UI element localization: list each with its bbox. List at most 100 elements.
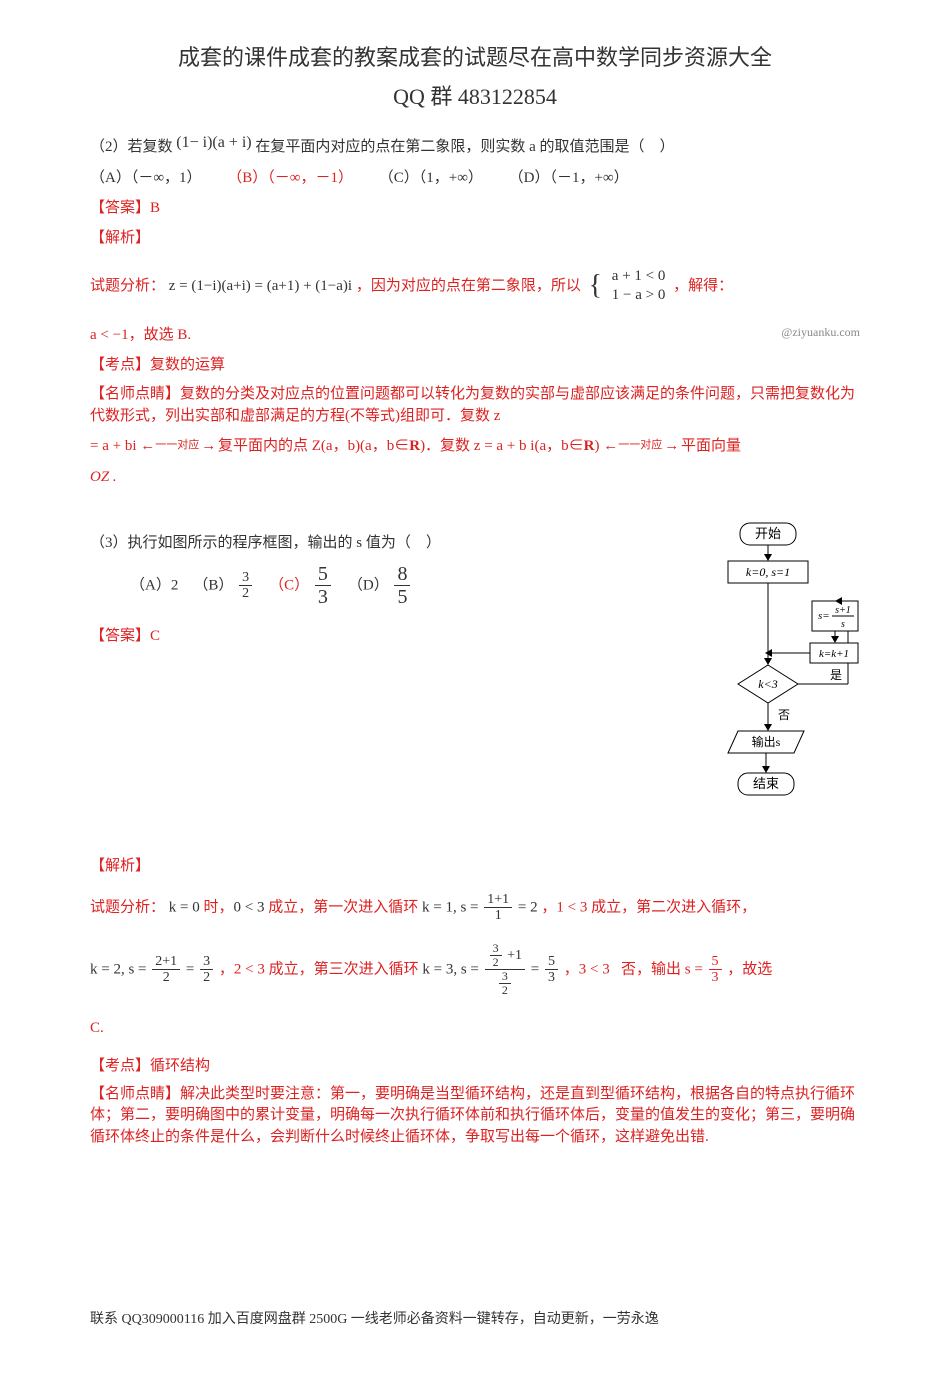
q3-p2c-plus: +1	[507, 948, 522, 963]
q2-expr: (1− i)(a + i)	[176, 134, 251, 151]
q3-dianping-label: 【名师点睛】	[90, 1086, 180, 1102]
q3-p2a-frac: 2+1 2	[152, 954, 180, 986]
q2-opt-d: （D）（－1，+∞）	[509, 170, 629, 186]
q3-p2c-lhs: k = 3, s =	[422, 961, 479, 977]
q3-optc-num: 5	[315, 563, 331, 586]
q3-p2a-eqfrac: 3 2	[200, 954, 213, 986]
q3-p1c: ，1 < 3 成立，第二次进入循环，	[541, 899, 756, 915]
q2-options: （A）（－∞，1） （B）（－∞，－1） （C）（1，+∞） （D）（－1，+∞…	[90, 166, 860, 190]
flowchart: 开始 k=0, s=1 k<3 是 s= s+1 s k=k+	[680, 521, 860, 818]
q2-dianping-text: 复数的分类及对应点的位置问题都可以转化为复数的实部与虚部应该满足的条件问题，只需…	[90, 386, 855, 425]
q2-R1: R	[409, 438, 420, 454]
q2-dianping: 【名师点睛】复数的分类及对应点的位置问题都可以转化为复数的实部与虚部应该满足的条…	[90, 383, 860, 428]
q2-l2-mid2: )．复数 z = a + b i(a，b∈	[420, 438, 584, 454]
q3-p1b-eq: = 2	[518, 899, 538, 915]
q3-optd-den: 5	[394, 586, 410, 608]
q2-kaodian-row: 【考点】复数的运算	[90, 353, 860, 377]
q3-p2c-nt-n: 3	[490, 942, 502, 956]
q3-block: 开始 k=0, s=1 k<3 是 s= s+1 s k=k+	[90, 531, 860, 818]
q3-p2c-bigfrac: 32 +1 32	[485, 942, 525, 998]
q3-jiexi-label: 【解析】	[90, 854, 860, 878]
q3-p2d: ，3 < 3	[564, 961, 610, 977]
q2-brace-top: a + 1 < 0	[612, 267, 666, 287]
q2-analysis: 试题分析： z = (1−i)(a+i) = (a+1) + (1−a)i ，因…	[90, 264, 860, 309]
q3-optb-den: 2	[239, 586, 252, 601]
q3-an-p1b-frac: 1+1 1	[484, 892, 512, 924]
svg-text:k<3: k<3	[758, 677, 777, 691]
q2-arrow2: 一一对应	[616, 436, 664, 455]
q3-p2f-lhs: s =	[685, 961, 703, 977]
q3-opt-d-label: （D）	[348, 578, 389, 594]
flowchart-svg: 开始 k=0, s=1 k<3 是 s= s+1 s k=k+	[680, 521, 860, 811]
q2-l2-pre: = a + b	[90, 438, 132, 454]
q2-kaodian: 复数的运算	[150, 357, 225, 373]
svg-text:开始: 开始	[755, 526, 781, 541]
q2-stem: （2）若复数 (1− i)(a + i) 在复平面内对应的点在第二象限，则实数 …	[90, 134, 860, 160]
q3-p1b-num: 1+1	[484, 892, 512, 908]
q3-p2c-eqd: 3	[545, 970, 558, 985]
q2-l2-mid3: )	[594, 438, 599, 454]
q3-opt-c-label: （C）	[269, 578, 309, 594]
q3-p2b: ，2 < 3 成立，第三次进入循环	[219, 961, 419, 977]
q3-answer: C	[150, 628, 160, 644]
q3-kaodian-row: 【考点】循环结构	[90, 1054, 860, 1078]
q2-dianping-label: 【名师点睛】	[90, 386, 180, 402]
q2-opt-c: （C）（1，+∞）	[379, 170, 483, 186]
q2-conclusion-row: a < −1，故选 B. @ziyuanku.com	[90, 323, 860, 347]
q2-kaodian-label: 【考点】	[90, 357, 150, 373]
q2-oz: OZ .	[90, 469, 117, 485]
q3-p2c-eqn: 5	[545, 954, 558, 970]
q3-an-pre: 试题分析：	[90, 899, 165, 915]
q2-brace-bot: 1 − a > 0	[612, 286, 666, 306]
header-line1: 成套的课件成套的教案成套的试题尽在高中数学同步资源大全	[90, 40, 860, 75]
q3-p2c-eqfrac: 5 3	[545, 954, 558, 986]
page-footer: 联系 QQ309000116 加入百度网盘群 2500G 一线老师必备资料一键转…	[90, 1309, 860, 1331]
q3-optc-den: 3	[315, 586, 331, 608]
q3-p2a-lhs: k = 2, s =	[90, 961, 147, 977]
q3-dianping-text: 解决此类型时要注意：第一，要明确是当型循环结构，还是直到型循环结构，根据各自的特…	[90, 1086, 855, 1146]
q2-opt-b: （B）（－∞，－1）	[227, 170, 353, 186]
svg-text:s+1: s+1	[835, 605, 851, 616]
q2-answer-row: 【答案】B	[90, 196, 860, 220]
q2-R2: R	[584, 438, 595, 454]
q3-p2g: ，故选	[727, 961, 772, 977]
q3-opt-c-frac: 5 3	[315, 563, 331, 608]
q3-p2f-d: 3	[709, 970, 722, 985]
q2-l2-mid1: 复平面内的点 Z(a，b)(a，b∈	[218, 438, 409, 454]
q3-dianping: 【名师点睛】解决此类型时要注意：第一，要明确是当型循环结构，还是直到型循环结构，…	[90, 1084, 860, 1149]
q2-dianping-line2: = a + bi ←一一对应→ 复平面内的点 Z(a，b)(a，b∈R)．复数 …	[90, 434, 860, 460]
svg-text:否: 否	[778, 708, 790, 722]
svg-text:输出s: 输出s	[752, 734, 781, 749]
q3-opt-b-frac: 3 2	[239, 570, 252, 602]
q3-p2c-dn-d: 2	[499, 984, 511, 997]
q3-p2f-frac: 5 3	[709, 954, 722, 986]
svg-text:是: 是	[830, 668, 842, 682]
q3-p1b-den: 1	[484, 908, 512, 923]
q2-analysis-eq: z = (1−i)(a+i) = (a+1) + (1−a)i	[169, 278, 352, 294]
q3-p2a-eqn: 3	[200, 954, 213, 970]
q3-p2f-n: 5	[709, 954, 722, 970]
q2-conclusion: a < −1，故选 B.	[90, 327, 191, 343]
q3-optd-num: 8	[394, 563, 410, 586]
svg-text:结束: 结束	[753, 776, 779, 791]
q2-opt-a: （A）（－∞，1）	[90, 170, 202, 186]
q3-opt-d-frac: 8 5	[394, 563, 410, 608]
q3-analysis-2: k = 2, s = 2+1 2 = 3 2 ，2 < 3 成立，第三次进入循环…	[90, 942, 860, 998]
q2-answer-label: 【答案】	[90, 200, 150, 216]
q3-an-p1b-lhs: k = 1, s =	[422, 899, 479, 915]
q2-stem-post: 在复平面内对应的点在第二象限，则实数 a 的取值范围是（ ）	[255, 139, 674, 155]
q3-kaodian: 循环结构	[150, 1058, 210, 1074]
q2-l2-end: 平面向量	[681, 438, 741, 454]
q3-kaodian-label: 【考点】	[90, 1058, 150, 1074]
q2-watermark: @ziyuanku.com	[781, 323, 860, 342]
q2-stem-pre: （2）若复数	[90, 139, 173, 155]
q3-opt-a: （A）2	[130, 578, 178, 594]
q3-optb-num: 3	[239, 570, 252, 586]
q3-p2a-den: 2	[152, 970, 180, 985]
q2-analysis-mid: ，因为对应的点在第二象限，所以	[356, 278, 581, 294]
q3-p2e: 否，输出	[621, 961, 681, 977]
header-line2: QQ 群 483122854	[90, 79, 860, 114]
q3-conclusion: C.	[90, 1016, 860, 1040]
svg-text:s=: s=	[818, 610, 830, 622]
q2-brace: { a + 1 < 0 1 − a > 0	[589, 264, 666, 309]
